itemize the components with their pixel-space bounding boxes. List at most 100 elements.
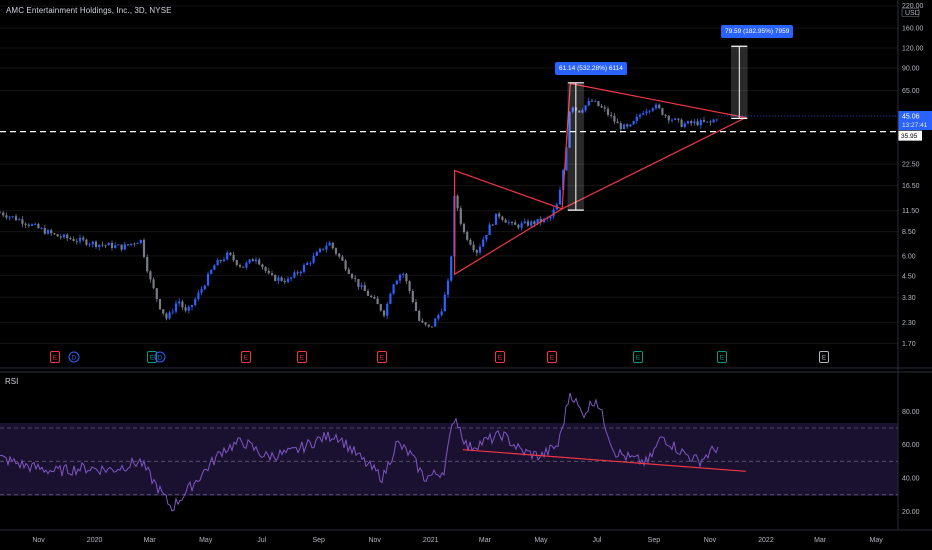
candle bbox=[315, 250, 318, 257]
event-marker-label: E bbox=[150, 354, 155, 361]
candle-body bbox=[530, 221, 533, 226]
candle-body bbox=[398, 274, 402, 281]
candle-body bbox=[533, 221, 536, 225]
candle-body bbox=[130, 243, 133, 246]
event-marker[interactable]: E bbox=[147, 351, 157, 363]
event-marker[interactable]: E bbox=[633, 351, 643, 363]
candle bbox=[610, 111, 613, 119]
candle bbox=[168, 310, 171, 320]
candle-body bbox=[280, 277, 283, 281]
rsi-indicator-label[interactable]: RSI bbox=[5, 377, 19, 386]
candle-body bbox=[482, 239, 485, 247]
candle bbox=[299, 270, 302, 277]
candle-body bbox=[178, 301, 181, 304]
event-marker[interactable]: D bbox=[68, 351, 80, 363]
price-axis[interactable]: 160.00 120.00 90.00 65.00 22.50 16.50 11.50 8.5… bbox=[898, 3, 932, 348]
candle bbox=[379, 303, 382, 312]
candle bbox=[443, 292, 446, 312]
candle bbox=[309, 261, 312, 267]
event-marker[interactable]: E bbox=[819, 351, 829, 363]
candle bbox=[670, 118, 674, 123]
event-marker[interactable]: E bbox=[241, 351, 251, 363]
candle-body bbox=[222, 259, 226, 261]
time-axis[interactable]: Nov 2020 Mar May Jul Sep Nov 2021 Mar May Jul Sep No… bbox=[32, 537, 883, 544]
candle-body bbox=[101, 244, 104, 246]
candle-body bbox=[0, 212, 2, 214]
earnings-icon bbox=[819, 351, 829, 363]
candle-body bbox=[690, 121, 693, 124]
candle-body bbox=[712, 119, 715, 123]
candle-body bbox=[424, 322, 427, 325]
price-range-label-2[interactable]: 79.59 (182.95%) 7959 bbox=[721, 25, 794, 38]
event-marker-label: E bbox=[380, 354, 385, 361]
candle-body bbox=[277, 277, 280, 281]
triangle-pattern-2[interactable] bbox=[561, 82, 748, 210]
event-marker[interactable]: E bbox=[50, 351, 60, 363]
event-marker[interactable]: E bbox=[547, 351, 557, 363]
candle-body bbox=[158, 299, 162, 310]
candle-body bbox=[136, 243, 139, 244]
candle bbox=[712, 118, 715, 123]
currency-label: USD bbox=[905, 10, 920, 17]
rsi-trendline[interactable] bbox=[462, 449, 746, 472]
candle bbox=[418, 309, 421, 322]
candle bbox=[715, 118, 718, 122]
candle bbox=[526, 219, 530, 227]
candle-body bbox=[344, 260, 347, 270]
price-range-label-1[interactable]: 61.14 (532.28%) 6114 bbox=[555, 62, 627, 75]
event-marker[interactable]: E bbox=[495, 351, 505, 363]
candle-body bbox=[610, 114, 613, 116]
event-marker[interactable]: D bbox=[154, 351, 166, 363]
triangle-pattern-1[interactable] bbox=[454, 169, 564, 276]
candle bbox=[21, 216, 24, 228]
candle-body bbox=[283, 280, 286, 283]
candle-body bbox=[50, 230, 53, 234]
candle bbox=[398, 273, 402, 284]
candle-body bbox=[549, 216, 552, 219]
candle-body bbox=[78, 237, 82, 242]
candle bbox=[686, 120, 690, 125]
candle bbox=[242, 266, 245, 268]
candle-body bbox=[91, 241, 94, 245]
candle bbox=[622, 123, 626, 130]
candle-body bbox=[315, 252, 318, 256]
candle-body bbox=[149, 271, 152, 280]
time-tick-label: May bbox=[199, 537, 213, 544]
candle bbox=[232, 251, 235, 263]
candle-body bbox=[235, 260, 238, 265]
rsi-line bbox=[0, 392, 719, 512]
candle-body bbox=[290, 277, 293, 279]
event-marker[interactable]: E bbox=[717, 351, 727, 363]
candle bbox=[133, 242, 136, 247]
candle bbox=[587, 97, 590, 107]
event-marker-label: E bbox=[636, 354, 641, 361]
time-tick-label: Mar bbox=[144, 537, 157, 544]
candle-body bbox=[261, 264, 264, 268]
candle-body bbox=[14, 216, 18, 221]
candle bbox=[651, 107, 654, 113]
time-tick-label: May bbox=[534, 537, 548, 544]
event-marker[interactable]: E bbox=[377, 351, 387, 363]
rsi-axis[interactable]: 80.00 60.00 40.00 20.00 bbox=[902, 409, 920, 516]
candle bbox=[280, 276, 283, 282]
event-marker[interactable]: E bbox=[297, 351, 307, 363]
candle bbox=[114, 242, 117, 249]
candle bbox=[200, 286, 203, 296]
candle-body bbox=[651, 108, 654, 111]
candle bbox=[677, 118, 680, 123]
candle-body bbox=[30, 224, 34, 226]
earnings-icon bbox=[241, 351, 251, 363]
candle-body bbox=[370, 295, 373, 297]
candle bbox=[507, 219, 510, 226]
candle bbox=[152, 277, 155, 290]
candle bbox=[597, 100, 600, 107]
symbol-title[interactable]: AMC Entertainment Holdings, Inc., 3D, NY… bbox=[6, 6, 172, 15]
candle-body bbox=[587, 100, 590, 106]
candle bbox=[370, 294, 373, 299]
candle-body bbox=[213, 265, 216, 270]
candle-body bbox=[264, 267, 267, 271]
candle-body bbox=[94, 241, 98, 247]
candle bbox=[85, 238, 88, 247]
